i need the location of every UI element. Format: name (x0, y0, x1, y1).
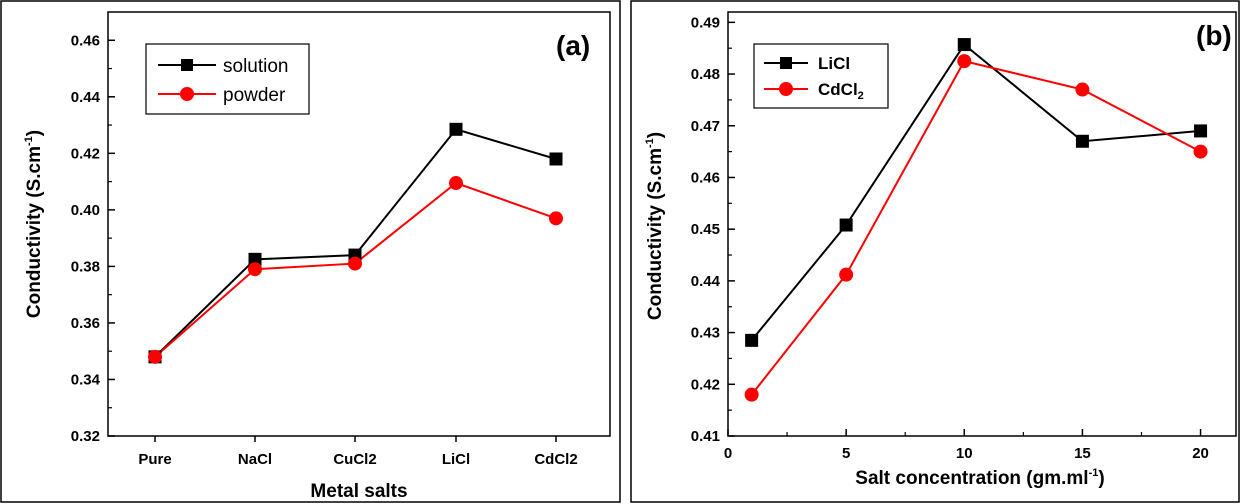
y-tick-label-b: 0.44 (691, 273, 721, 290)
panel-b: 0.41 0.42 0.43 0.44 0.45 0.46 0.47 0.48 0.49 0 5 1… (644, 11, 1237, 489)
y-tick-label-b: 0.49 (691, 14, 720, 31)
y-tick-label-a: 0.40 (71, 202, 100, 219)
x-tick-label-licl: LiCl (442, 451, 470, 468)
legend-label-solution: solution (223, 56, 289, 77)
legend-marker-powder (180, 87, 194, 101)
point-powder (549, 211, 563, 226)
y-tick-label-b: 0.45 (691, 221, 720, 238)
panel-a: 0.32 0.34 0.36 0.38 0.40 0.42 0.44 0.46 Pure NaC… (23, 11, 611, 502)
plot-area-a (107, 11, 611, 437)
x-tick-label-cucl2: CuCl2 (333, 451, 376, 468)
y-axis-a: 0.32 0.34 0.36 0.38 0.40 0.42 0.44 0.46 (71, 32, 115, 445)
point-b-1 (839, 267, 854, 282)
y-axis-title-a-main: Conductivity (S.cm (24, 146, 45, 318)
y-axis-title-b-main: Conductivity (S.cm (645, 148, 666, 320)
panel-label-a: (a) (556, 30, 590, 61)
y-tick-label-b: 0.46 (691, 169, 720, 186)
x-tick-label-cdcl2: CdCl2 (534, 451, 577, 468)
x-tick-label-b: 15 (1074, 445, 1091, 462)
y-axis-title-a: Conductivity (S.cm-1) (23, 130, 45, 318)
x-axis-title-b-main: Salt concentration (gm.ml (855, 468, 1088, 489)
x-axis-title-b: Salt concentration (gm.ml-1) (855, 467, 1104, 489)
y-tick-label-b: 0.48 (691, 66, 720, 83)
point-b-1 (1075, 82, 1090, 97)
x-tick-label-b: 10 (956, 445, 973, 462)
point-solution (449, 122, 463, 136)
y-tick-label-a: 0.44 (71, 89, 101, 106)
series-line-solution (154, 128, 557, 358)
y-tick-label-a: 0.42 (71, 145, 100, 162)
y-tick-label-b: 0.42 (691, 376, 720, 393)
legend-label-licl: LiCl (818, 54, 850, 73)
point-solution (549, 152, 563, 166)
x-axis-title-b-sup: -1 (1089, 467, 1099, 479)
legend-box-b (753, 43, 889, 109)
point-b-1 (744, 387, 759, 402)
x-tick-label-b: 5 (842, 445, 850, 462)
y-tick-label-b: 0.47 (691, 118, 720, 135)
series-layer-a (148, 122, 563, 364)
x-tick-label-b: 20 (1192, 445, 1209, 462)
point-b-0 (1075, 134, 1089, 148)
point-solution (248, 252, 262, 266)
point-b-0 (839, 218, 853, 232)
legend-label-cdcl2-main: CdCl (818, 80, 858, 99)
y-axis-title-a-close: ) (24, 130, 45, 136)
plot-area-b (727, 11, 1237, 437)
point-b-0 (957, 38, 971, 52)
y-tick-label-b: 0.43 (691, 325, 720, 342)
x-axis-a: Pure NaCl CuCl2 LiCl CdCl2 (138, 436, 578, 468)
point-powder (449, 176, 463, 191)
legend-label-cdcl2: CdCl2 (818, 80, 864, 102)
series-layer-b (744, 38, 1208, 402)
y-axis-title-a-sup: -1 (23, 136, 35, 146)
point-b-1 (1193, 144, 1208, 159)
y-tick-label-a: 0.34 (71, 371, 101, 388)
point-b-1 (957, 54, 972, 69)
y-tick-label-a: 0.32 (71, 428, 100, 445)
x-axis-b: 0 5 10 15 20 (724, 429, 1209, 462)
panel-a-frame (0, 0, 621, 503)
point-powder (248, 262, 262, 277)
legend-b: LiCl CdCl2 (753, 43, 889, 109)
y-axis-title-b-close: ) (645, 132, 666, 138)
legend-marker-licl (780, 57, 792, 69)
x-axis-title-a: Metal salts (310, 481, 407, 502)
y-tick-label-a: 0.38 (71, 258, 100, 275)
y-axis-title-b-sup: -1 (644, 138, 656, 148)
legend-label-cdcl2-sub: 2 (858, 90, 864, 102)
legend-marker-solution (181, 59, 193, 71)
legend-a: solution powder (145, 43, 310, 115)
x-tick-label-b: 0 (724, 445, 732, 462)
legend-marker-cdcl2 (779, 82, 793, 96)
x-tick-label-pure: Pure (138, 451, 171, 468)
y-tick-label-a: 0.46 (71, 32, 100, 49)
point-powder (148, 349, 162, 364)
point-b-0 (1194, 124, 1208, 138)
y-axis-b: 0.41 0.42 0.43 0.44 0.45 0.46 0.47 0.48 0.49 (691, 14, 735, 445)
y-tick-label-a: 0.36 (71, 315, 100, 332)
y-axis-title-b: Conductivity (S.cm-1) (644, 132, 666, 320)
x-axis-title-b-close: ) (1098, 468, 1104, 489)
y-tick-label-b: 0.41 (691, 428, 720, 445)
x-tick-label-nacl: NaCl (238, 451, 272, 468)
series-line-b-1 (750, 59, 1202, 396)
point-powder (348, 256, 362, 271)
legend-label-powder: powder (223, 85, 286, 106)
panel-label-b: (b) (1196, 20, 1232, 51)
panel-b-frame (630, 0, 1240, 503)
point-b-0 (745, 333, 759, 347)
legend-box-a (145, 43, 310, 115)
